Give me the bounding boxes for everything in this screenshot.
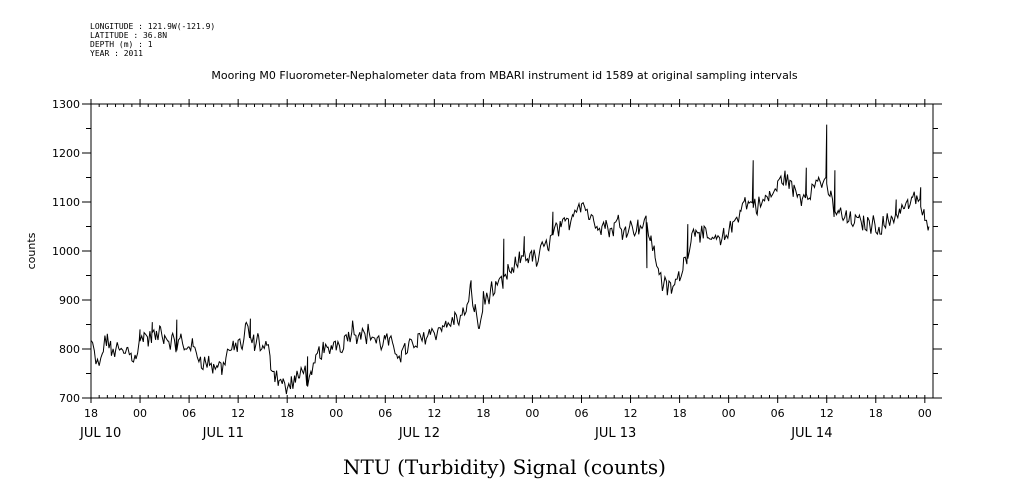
meta-year: YEAR : 2011	[90, 49, 143, 58]
y-tick-label: 900	[59, 294, 80, 307]
x-day-label: JUL 13	[594, 426, 636, 441]
x-tick-label: 00	[329, 407, 343, 420]
x-day-label: JUL 12	[398, 426, 440, 441]
x-day-label: JUL 14	[790, 426, 832, 441]
series-line	[90, 124, 930, 395]
meta-depth: DEPTH (m) : 1	[90, 40, 153, 49]
y-tick-label: 1300	[52, 98, 80, 111]
x-tick-label: 18	[673, 407, 687, 420]
x-tick-label: 00	[525, 407, 539, 420]
x-tick-label: 18	[476, 407, 490, 420]
x-tick-label: 06	[574, 407, 588, 420]
metadata-block: LONGITUDE : 121.9W(-121.9) LATITUDE : 36…	[90, 22, 215, 58]
x-tick-label: 06	[771, 407, 785, 420]
x-day-label: JUL 10	[79, 426, 121, 441]
x-tick-label: 12	[427, 407, 441, 420]
x-tick-label: 12	[231, 407, 245, 420]
y-axis-label: counts	[25, 232, 38, 269]
x-tick-label: 12	[820, 407, 834, 420]
y-tick-label: 1100	[52, 196, 80, 209]
x-tick-label: 00	[133, 407, 147, 420]
chart-title: Mooring M0 Fluorometer-Nephalometer data…	[211, 69, 798, 82]
x-axis-title: NTU (Turbidity) Signal (counts)	[343, 455, 666, 479]
x-day-label: JUL 11	[202, 426, 244, 441]
x-tick-label: 18	[869, 407, 883, 420]
x-tick-label: 06	[182, 407, 196, 420]
x-tick-label: 12	[624, 407, 638, 420]
y-tick-label: 1000	[52, 245, 80, 258]
x-tick-label: 00	[918, 407, 932, 420]
meta-longitude: LONGITUDE : 121.9W(-121.9)	[90, 22, 216, 31]
x-tick-label: 18	[280, 407, 294, 420]
y-tick-label: 700	[59, 392, 80, 405]
meta-latitude: LATITUDE : 36.8N	[90, 31, 168, 40]
y-tick-label: 800	[59, 343, 80, 356]
y-tick-label: 1200	[52, 147, 80, 160]
x-tick-label: 00	[722, 407, 736, 420]
x-tick-label: 18	[84, 407, 98, 420]
plot-frame	[90, 103, 934, 399]
x-tick-label: 06	[378, 407, 392, 420]
